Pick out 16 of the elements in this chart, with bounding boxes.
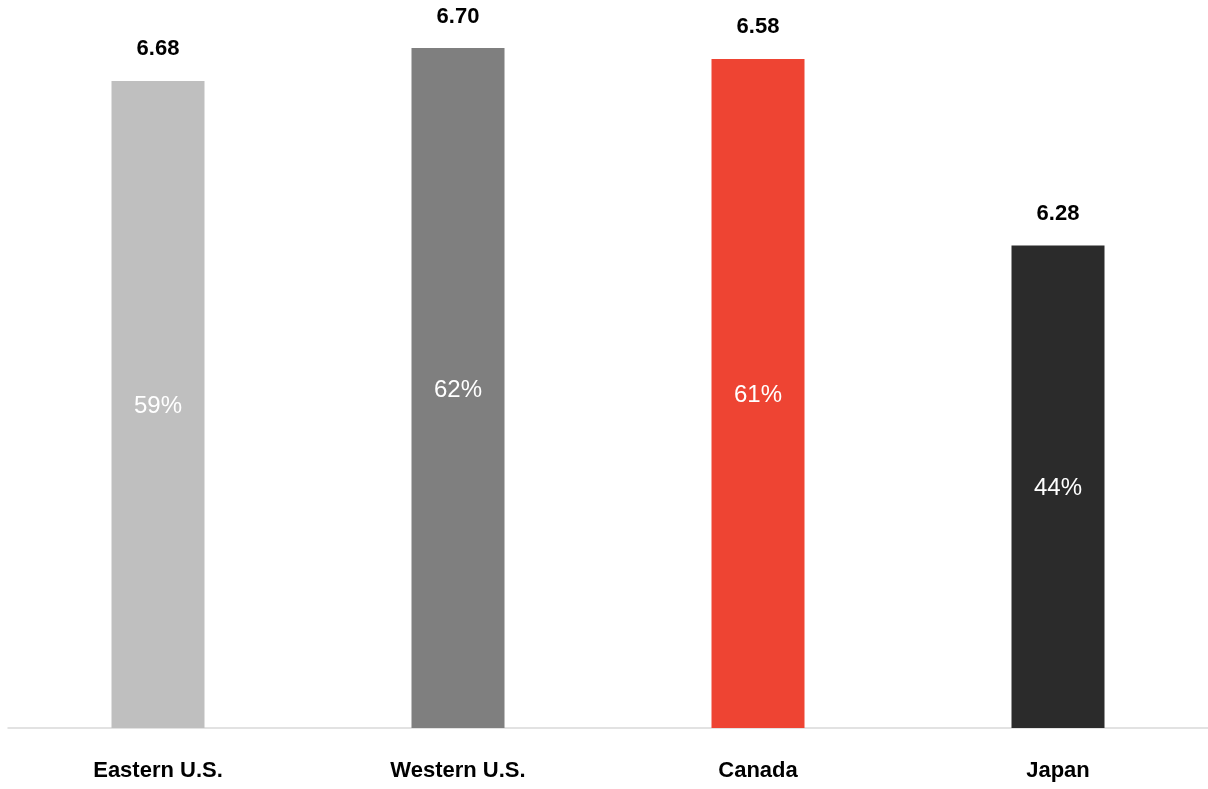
bar [711,58,805,728]
annotation: 6.68 [136,35,180,61]
data-label: 44% [1033,473,1083,501]
data-label: 59% [133,390,183,418]
x-tick-label: Western U.S. [390,756,526,782]
data-label: 61% [733,379,783,407]
bar [411,48,505,728]
x-tick-label: Eastern U.S. [93,756,223,782]
x-tick-label: Japan [1026,756,1090,782]
bar [1011,245,1105,728]
annotation: 6.70 [436,2,480,28]
annotation: 6.58 [736,13,780,39]
annotation: 6.28 [1036,199,1080,225]
x-tick-label: Canada [718,756,799,782]
data-label: 62% [433,374,483,402]
bar [111,80,205,728]
